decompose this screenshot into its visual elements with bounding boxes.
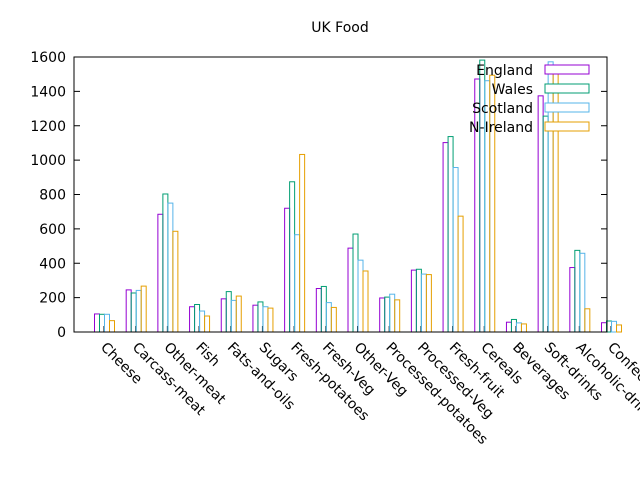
bar-scotland-cheese: [104, 313, 110, 333]
bar-n-ireland-sugars: [267, 307, 274, 333]
legend-label-scotland: Scotland: [472, 101, 533, 117]
bar-wales-fresh-potatoes: [289, 181, 296, 333]
bar-scotland-fresh-potatoes: [294, 234, 301, 333]
bar-england-fats-and-oils: [220, 298, 227, 333]
legend-label-n-ireland: N-Ireland: [469, 120, 533, 136]
bar-england-fish: [189, 306, 196, 333]
bar-wales-other-meat: [162, 193, 169, 333]
bar-england-other-meat: [157, 213, 164, 333]
legend-swatch-wales: [544, 83, 590, 94]
bar-wales-soft-drinks: [542, 115, 549, 333]
bar-n-ireland-fish: [204, 315, 211, 333]
bar-scotland-beverages: [515, 322, 522, 333]
chart-title: UK Food: [311, 20, 368, 36]
bar-wales-fresh-veg: [320, 285, 327, 333]
bar-n-ireland-fats-and-oils: [235, 295, 242, 333]
bar-scotland-other-veg: [357, 259, 364, 333]
bar-n-ireland-fresh-potatoes: [299, 153, 306, 333]
legend-swatch-england: [544, 64, 590, 75]
bar-n-ireland-carcass-meat: [140, 285, 147, 333]
bar-wales-fats-and-oils: [225, 291, 232, 333]
y-tick-label: 400: [39, 256, 66, 272]
bar-wales-fresh-fruit: [447, 136, 454, 333]
y-tick-label: 1400: [30, 84, 66, 100]
bar-england-fresh-fruit: [442, 142, 449, 333]
y-tick-label: 1200: [30, 119, 66, 135]
y-tick-label: 800: [39, 188, 66, 204]
legend-label-england: England: [476, 63, 533, 79]
bar-n-ireland-processed-veg: [425, 274, 432, 333]
bar-scotland-carcass-meat: [135, 289, 142, 333]
bar-scotland-fresh-veg: [325, 302, 332, 333]
bar-n-ireland-confectionery: [616, 324, 623, 333]
bar-england-soft-drinks: [537, 95, 544, 333]
legend-swatch-n-ireland: [544, 121, 590, 132]
bar-scotland-fats-and-oils: [230, 299, 237, 333]
bar-england-sugars: [252, 304, 259, 333]
legend-swatch-scotland: [544, 102, 590, 113]
bar-england-beverages: [505, 321, 512, 333]
bar-n-ireland-cheese: [109, 320, 115, 333]
bar-england-other-veg: [347, 247, 354, 333]
bar-scotland-fish: [199, 310, 206, 333]
y-tick-label: 200: [39, 291, 66, 307]
bar-n-ireland-fresh-fruit: [457, 215, 464, 333]
bar-scotland-fresh-fruit: [452, 167, 459, 333]
bar-england-processed-veg: [410, 269, 417, 333]
bar-england-alcoholic-drinks: [569, 267, 576, 333]
bar-england-carcass-meat: [125, 289, 132, 333]
bar-n-ireland-other-meat: [172, 230, 179, 333]
legend-label-wales: Wales: [492, 82, 533, 98]
bar-scotland-other-meat: [167, 202, 174, 333]
bar-n-ireland-beverages: [520, 323, 527, 333]
bar-england-confectionery: [601, 322, 608, 333]
bar-scotland-sugars: [262, 306, 269, 333]
bar-scotland-cereals: [484, 80, 491, 333]
bar-wales-processed-veg: [415, 268, 422, 333]
bar-scotland-confectionery: [611, 320, 618, 333]
bar-n-ireland-fresh-veg: [330, 306, 337, 333]
bar-england-fresh-potatoes: [284, 207, 291, 333]
plot-frame: [73, 56, 608, 333]
bar-england-processed-potatoes: [379, 297, 386, 333]
bar-wales-alcoholic-drinks: [574, 249, 581, 333]
y-tick-label: 1600: [30, 50, 66, 66]
y-tick-label: 1000: [30, 153, 66, 169]
bar-n-ireland-other-veg: [362, 270, 369, 333]
bar-scotland-processed-potatoes: [389, 293, 396, 333]
bar-england-cheese: [94, 313, 100, 333]
bar-scotland-soft-drinks: [547, 61, 554, 333]
bar-england-fresh-veg: [315, 288, 322, 333]
bar-n-ireland-processed-potatoes: [394, 299, 401, 333]
y-tick-label: 600: [39, 222, 66, 238]
bar-n-ireland-alcoholic-drinks: [584, 308, 591, 333]
y-tick-label: 0: [57, 325, 66, 341]
bar-scotland-processed-veg: [420, 273, 427, 333]
bar-wales-other-veg: [352, 233, 359, 333]
bar-scotland-alcoholic-drinks: [579, 252, 586, 333]
